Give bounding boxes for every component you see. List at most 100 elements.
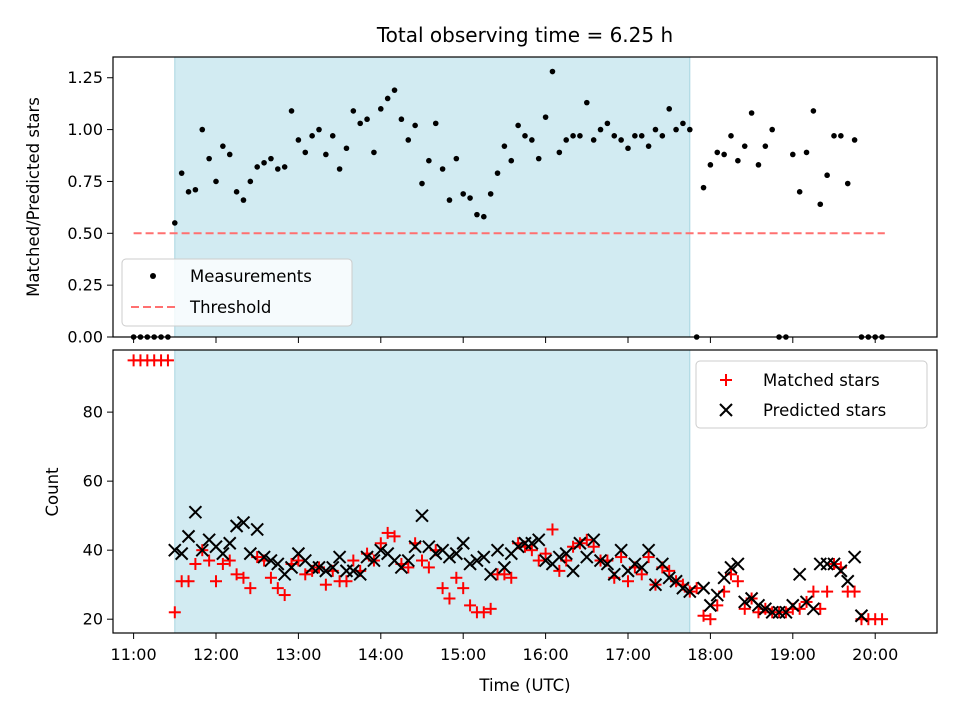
- predicted-stars-point: [841, 574, 855, 588]
- matched-stars-point: [436, 582, 449, 595]
- predicted-stars-point: [188, 505, 203, 519]
- measurement-point: [707, 162, 714, 168]
- measurement-point: [419, 180, 425, 187]
- measurement-point: [673, 126, 679, 133]
- x-axis-label: Time (UTC): [478, 676, 570, 695]
- matched-stars-point: [422, 561, 435, 574]
- predicted-stars-point: [717, 571, 731, 585]
- measurement-point: [336, 166, 343, 172]
- matched-stars-point: [216, 557, 229, 570]
- legend-predicted-label: Predicted stars: [763, 401, 886, 420]
- measurement-point: [687, 126, 693, 133]
- matched-stars-point: [402, 561, 415, 574]
- measurement-point: [741, 143, 748, 149]
- bottom-panel: 20 40 60 80 11:00 12:00 13:00 14:00 15:00 16:00 1…: [43, 349, 938, 695]
- predicted-stars-point: [566, 564, 580, 578]
- measurement-point: [790, 151, 796, 158]
- matched-stars-point: [450, 571, 463, 584]
- measurement-point: [666, 106, 672, 112]
- predicted-stars-point: [607, 567, 621, 582]
- measurement-point: [659, 133, 666, 139]
- matched-stars-point: [498, 568, 511, 581]
- predicted-stars-point: [600, 557, 615, 571]
- measurement-point: [268, 155, 274, 162]
- measurement-point: [357, 120, 364, 127]
- y-tick-label: 1.00: [67, 120, 103, 139]
- bottom-y-axis-label: Count: [43, 467, 62, 517]
- predicted-stars-point: [181, 529, 196, 544]
- predicted-stars-point: [792, 567, 807, 582]
- measurement-point: [384, 95, 391, 102]
- predicted-stars-point: [525, 536, 539, 550]
- measurement-point: [625, 145, 631, 152]
- matched-stars-point: [443, 592, 456, 605]
- measurement-point: [432, 120, 439, 127]
- predicted-stars-point: [374, 543, 388, 557]
- measurement-point: [240, 197, 247, 203]
- matched-stars-point: [168, 606, 181, 619]
- predicted-stars-point: [538, 553, 553, 568]
- predicted-stars-point: [195, 543, 209, 557]
- legend-measurements-marker: [150, 273, 156, 279]
- matched-stars-point: [340, 575, 353, 588]
- predicted-stars-point: [786, 598, 800, 613]
- chart-title: Total observing time = 6.25 h: [376, 23, 673, 47]
- predicted-stars-point: [449, 546, 464, 561]
- predicted-stars-point: [648, 577, 663, 592]
- measurement-point: [439, 166, 446, 172]
- matched-stars-point: [237, 571, 250, 584]
- measurement-point: [714, 149, 721, 156]
- measurement-point: [584, 99, 590, 106]
- predicted-stars-point: [470, 553, 484, 568]
- predicted-stars-point: [738, 595, 752, 609]
- predicted-stars-point: [216, 546, 230, 561]
- predicted-stars-point: [360, 550, 374, 564]
- x-tick-label: 14:00: [358, 645, 404, 664]
- measurement-point: [838, 133, 844, 139]
- x-tick-label: 18:00: [687, 645, 733, 664]
- measurement-point: [412, 122, 418, 129]
- predicted-stars-point: [264, 553, 278, 568]
- measurement-point: [563, 137, 569, 143]
- measurement-point: [611, 133, 618, 139]
- predicted-stars-point: [236, 515, 251, 530]
- x-tick-label: 17:00: [605, 645, 651, 664]
- predicted-stars-point: [731, 557, 745, 571]
- predicted-stars-point: [641, 543, 656, 557]
- matched-stars-point: [814, 602, 827, 615]
- predicted-stars-point: [635, 560, 649, 575]
- predicted-stars-point: [367, 553, 381, 568]
- y-tick-label: 40: [83, 541, 103, 560]
- measurement-point: [378, 106, 384, 112]
- measurement-point: [529, 137, 535, 143]
- measurement-point: [638, 133, 645, 139]
- y-tick-label: 0.75: [67, 172, 103, 191]
- measurement-point: [494, 170, 501, 176]
- measurement-point: [556, 149, 563, 156]
- predicted-stars-point: [696, 581, 711, 595]
- matched-stars-point: [807, 585, 820, 598]
- predicted-stars-point: [847, 550, 862, 564]
- predicted-stars-point: [511, 540, 525, 554]
- measurement-point: [474, 211, 480, 218]
- legend-measurements-label: Measurements: [190, 267, 312, 286]
- predicted-stars-point: [655, 557, 670, 571]
- matched-stars-point: [738, 602, 751, 615]
- measurement-point: [844, 180, 851, 187]
- matched-stars-point: [244, 582, 257, 595]
- measurement-point: [728, 133, 734, 139]
- x-tick-label: 13:00: [275, 645, 321, 664]
- matched-stars-point: [161, 354, 174, 367]
- matched-stars-point: [182, 575, 195, 588]
- measurement-point: [220, 143, 226, 149]
- predicted-stars-point: [683, 584, 697, 599]
- matched-stars-point: [546, 523, 559, 536]
- top-plot-frame: [112, 56, 938, 338]
- matched-stars-point: [848, 585, 861, 598]
- top-legend-box: [121, 258, 353, 327]
- predicted-stars-point: [243, 546, 258, 561]
- legend-threshold-label: Threshold: [189, 298, 271, 317]
- predicted-stars-point: [429, 546, 443, 561]
- matched-stars-point: [230, 568, 243, 581]
- measurement-point: [295, 137, 302, 143]
